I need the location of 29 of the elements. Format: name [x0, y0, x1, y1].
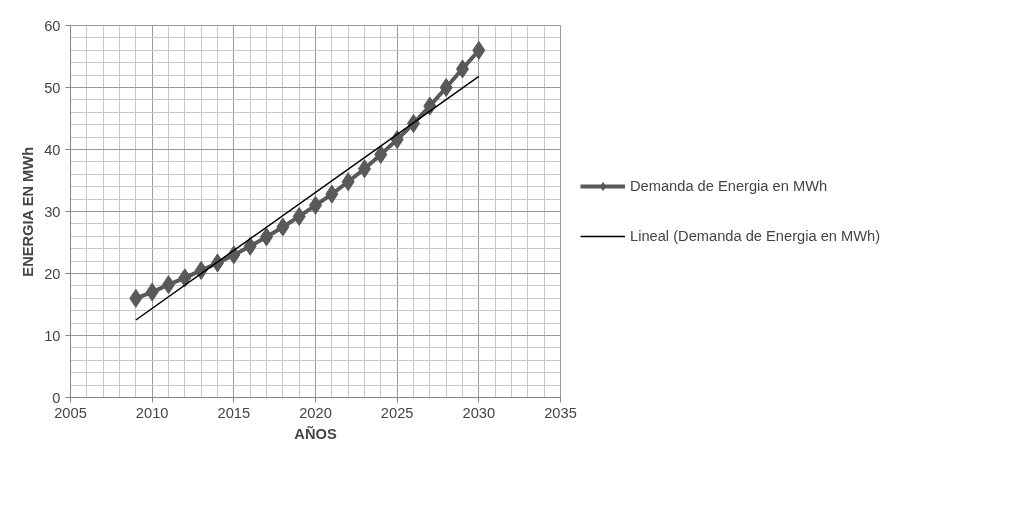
y-tick-label: 0: [52, 389, 61, 406]
x-axis-title: AÑOS: [294, 424, 337, 442]
point: [325, 184, 339, 204]
x-tick-label: 2035: [544, 404, 577, 421]
point: [243, 236, 257, 256]
x-tick-label: 2030: [462, 404, 496, 421]
point: [341, 172, 355, 192]
point: [178, 268, 192, 288]
point: [292, 206, 306, 226]
y-tick-label: 20: [44, 265, 61, 282]
y-tick-label: 40: [44, 141, 61, 158]
point: [145, 282, 159, 302]
point: [472, 40, 486, 60]
y-tick-label: 50: [44, 79, 61, 96]
y-tick-label: 10: [44, 327, 61, 344]
point: [129, 288, 143, 308]
x-tick-label: 2025: [380, 404, 414, 421]
y-tick-label: 60: [44, 17, 61, 34]
x-tick-label: 2015: [217, 404, 251, 421]
y-axis-title: ENERGIA EN MWh: [20, 146, 37, 277]
x-tick-label: 2005: [54, 404, 87, 421]
point: [439, 78, 453, 97]
point: [374, 144, 388, 164]
legend-label: Demanda de Energia en MWh: [630, 178, 828, 194]
x-tick-label: 2020: [299, 404, 332, 421]
x-tick-label: 2010: [135, 404, 169, 421]
legend-label: Lineal (Demanda de Energia en MWh): [630, 228, 881, 244]
y-tick-label: 30: [44, 203, 61, 220]
point: [276, 217, 290, 237]
